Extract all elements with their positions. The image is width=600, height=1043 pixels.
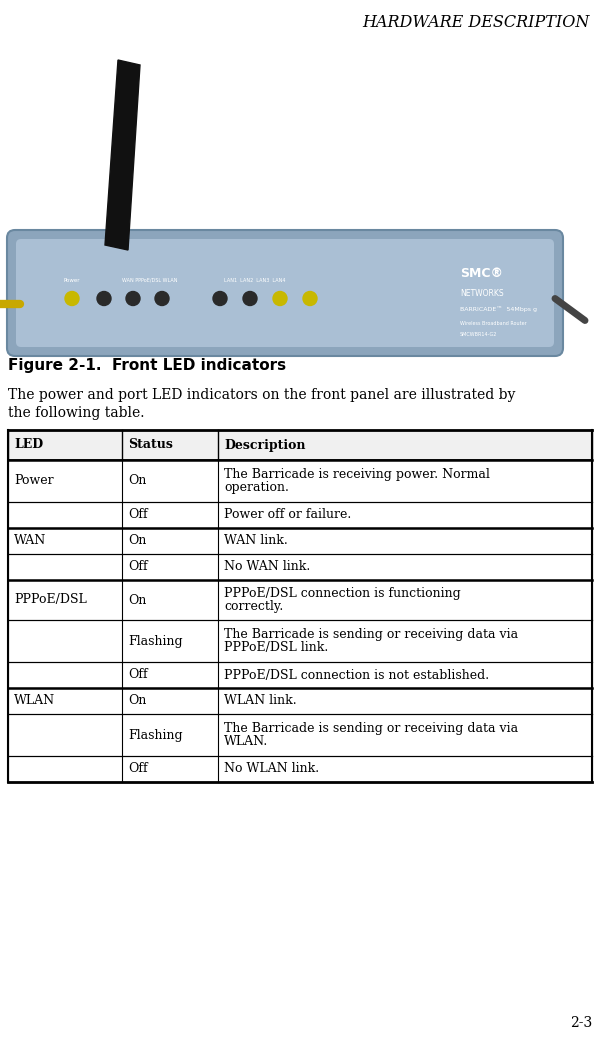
Bar — [8, 528, 592, 554]
Text: PPPoE/DSL: PPPoE/DSL — [14, 593, 87, 606]
Bar — [8, 620, 592, 662]
Text: PPPoE/DSL connection is not established.: PPPoE/DSL connection is not established. — [224, 669, 490, 681]
Bar — [8, 756, 592, 782]
Text: BARRICADE™  54Mbps g: BARRICADE™ 54Mbps g — [460, 307, 537, 313]
Text: SMC®: SMC® — [460, 267, 503, 280]
Text: Off: Off — [128, 560, 148, 574]
Circle shape — [273, 291, 287, 306]
Bar — [8, 460, 592, 502]
Text: the following table.: the following table. — [8, 406, 145, 420]
Bar — [8, 430, 592, 460]
Text: LED: LED — [14, 438, 43, 452]
Text: 2-3: 2-3 — [570, 1016, 592, 1030]
Text: On: On — [128, 475, 146, 487]
Text: correctly.: correctly. — [224, 600, 283, 613]
Circle shape — [243, 291, 257, 306]
Bar — [8, 502, 592, 528]
Circle shape — [65, 291, 79, 306]
Text: Power off or failure.: Power off or failure. — [224, 509, 352, 522]
Circle shape — [213, 291, 227, 306]
Text: Figure 2-1.  Front LED indicators: Figure 2-1. Front LED indicators — [8, 358, 286, 373]
Circle shape — [126, 291, 140, 306]
Text: Status: Status — [128, 438, 173, 452]
FancyBboxPatch shape — [16, 239, 554, 347]
Text: operation.: operation. — [224, 481, 289, 494]
Circle shape — [97, 291, 111, 306]
Bar — [8, 580, 592, 620]
Text: NETWORKS: NETWORKS — [460, 289, 503, 297]
Text: No WAN link.: No WAN link. — [224, 560, 310, 574]
Bar — [8, 662, 592, 688]
Text: No WLAN link.: No WLAN link. — [224, 762, 319, 776]
Text: Off: Off — [128, 762, 148, 776]
Text: SMCWBR14-G2: SMCWBR14-G2 — [460, 333, 497, 337]
Text: Wireless Broadband Router: Wireless Broadband Router — [460, 321, 527, 326]
Text: Power: Power — [64, 277, 80, 283]
Text: Flashing: Flashing — [128, 728, 182, 742]
Text: On: On — [128, 593, 146, 606]
Text: PPPoE/DSL connection is functioning: PPPoE/DSL connection is functioning — [224, 587, 461, 600]
Text: WLAN.: WLAN. — [224, 735, 268, 748]
Text: WLAN: WLAN — [14, 695, 55, 707]
Text: Off: Off — [128, 509, 148, 522]
Text: WAN: WAN — [14, 534, 46, 548]
Text: Power: Power — [14, 475, 53, 487]
Circle shape — [155, 291, 169, 306]
Text: WAN link.: WAN link. — [224, 534, 288, 548]
Text: HARDWARE DESCRIPTION: HARDWARE DESCRIPTION — [362, 14, 590, 31]
Text: PPPoE/DSL link.: PPPoE/DSL link. — [224, 641, 328, 654]
Bar — [8, 554, 592, 580]
Text: WAN PPPoE/DSL WLAN: WAN PPPoE/DSL WLAN — [122, 277, 178, 283]
Text: The Barricade is sending or receiving data via: The Barricade is sending or receiving da… — [224, 722, 518, 735]
Text: The power and port LED indicators on the front panel are illustrated by: The power and port LED indicators on the… — [8, 388, 515, 402]
Polygon shape — [105, 60, 140, 250]
Text: On: On — [128, 695, 146, 707]
Circle shape — [303, 291, 317, 306]
Text: Off: Off — [128, 669, 148, 681]
Text: Flashing: Flashing — [128, 634, 182, 648]
Bar — [8, 714, 592, 756]
Text: WLAN link.: WLAN link. — [224, 695, 297, 707]
FancyBboxPatch shape — [7, 231, 563, 356]
Text: On: On — [128, 534, 146, 548]
Text: LAN1  LAN2  LAN3  LAN4: LAN1 LAN2 LAN3 LAN4 — [224, 277, 286, 283]
Text: The Barricade is sending or receiving data via: The Barricade is sending or receiving da… — [224, 628, 518, 641]
Text: The Barricade is receiving power. Normal: The Barricade is receiving power. Normal — [224, 468, 490, 481]
Text: Description: Description — [224, 438, 306, 452]
Bar — [8, 688, 592, 714]
